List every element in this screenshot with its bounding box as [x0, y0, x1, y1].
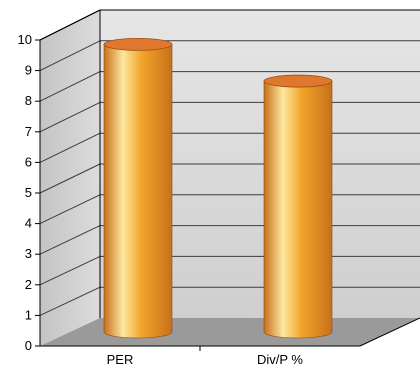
y-tick-label: 7	[25, 124, 32, 139]
y-ticks: 0 1 2 3 4 5 6 7 8 9 10	[18, 32, 40, 353]
gridline-side	[39, 163, 101, 194]
bar-top	[263, 74, 333, 88]
gridline-side	[39, 40, 101, 72]
gridline-side	[39, 286, 101, 316]
bar-div-p	[263, 74, 333, 339]
gridline-side	[39, 101, 101, 133]
y-tick-label: 4	[25, 216, 32, 231]
bar-per	[103, 37, 173, 339]
y-tick-label: 1	[25, 307, 32, 322]
y-tick-label: 2	[25, 277, 32, 292]
bar-body	[103, 44, 173, 339]
y-tick-label: 8	[25, 93, 32, 108]
y-tick-label: 6	[25, 154, 32, 169]
bars	[103, 37, 333, 339]
x-labels: PER Div/P %	[107, 352, 304, 367]
gridline-side	[39, 225, 101, 255]
y-tick-label: 5	[25, 185, 32, 200]
y-tick-label: 3	[25, 246, 32, 261]
gridline-side	[39, 255, 101, 286]
side-wall-top-edge	[39, 9, 101, 41]
gridline-side	[39, 71, 101, 102]
bar-top	[103, 37, 173, 51]
gridline-side	[39, 132, 101, 163]
y-tick-label: 10	[18, 32, 32, 47]
chart-walls	[40, 10, 420, 346]
floor-edge	[359, 317, 420, 347]
gridline-side	[39, 194, 101, 225]
y-tick-label: 0	[25, 338, 32, 353]
floor	[40, 318, 420, 346]
x-tick-label: Div/P %	[257, 352, 303, 367]
y-tick-label: 9	[25, 63, 32, 78]
bar-body	[263, 80, 333, 339]
x-tick-label: PER	[107, 352, 134, 367]
